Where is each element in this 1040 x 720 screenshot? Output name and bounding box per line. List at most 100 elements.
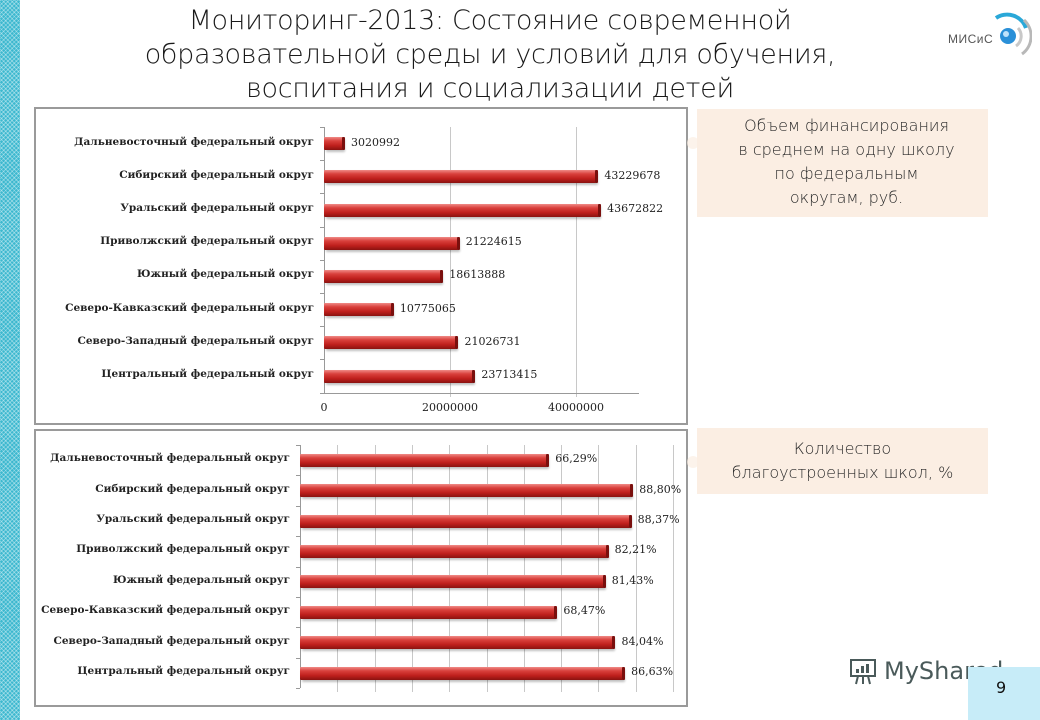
gridline — [486, 445, 488, 693]
category-label: Северо-Кавказский федеральный округ — [65, 301, 314, 314]
y-axis-line — [300, 445, 301, 689]
schools-chart: Дальневосточный федеральный округ 66,29% С… — [34, 429, 688, 707]
title-line-2: образовательной среды и условий для обуч… — [144, 39, 836, 70]
value-label: 43672822 — [607, 202, 664, 215]
y-axis-tick — [296, 597, 300, 598]
gridline — [576, 127, 577, 397]
value-label: 82,21% — [614, 543, 657, 557]
gridline — [561, 445, 563, 693]
value-label: 21026731 — [464, 334, 521, 348]
callout-line: благоустроенных школ, % — [731, 463, 954, 482]
value-label: 68,47% — [563, 604, 606, 618]
y-axis-tick — [296, 627, 300, 629]
title-line-3: воспитания и социализации детей — [246, 73, 734, 104]
x-tick-label: 40000000 — [548, 400, 604, 414]
category-label: Приволжский федеральный округ — [100, 235, 314, 248]
y-axis-tick — [320, 193, 324, 195]
data-bar — [324, 203, 602, 217]
gridline — [337, 445, 339, 693]
data-bar — [324, 336, 459, 350]
gridline — [523, 445, 525, 693]
category-label: Уральский федеральный округ — [96, 513, 290, 525]
data-bar — [324, 170, 599, 184]
category-label: Северо-Западный федеральный округ — [77, 334, 314, 347]
data-bar — [324, 369, 476, 383]
data-bar — [324, 269, 444, 283]
title-line-1: Мониторинг-2013: Состояние современной — [188, 5, 792, 36]
data-bar — [300, 666, 626, 680]
x-tick-label: 0 — [320, 400, 328, 414]
page-number: 9 — [996, 678, 1007, 697]
value-label: 86,63% — [631, 665, 674, 678]
data-bar — [300, 484, 634, 498]
gridline — [598, 445, 600, 693]
value-label: 10775065 — [399, 301, 456, 315]
y-axis-tick — [296, 445, 300, 446]
x-axis-line — [324, 392, 639, 394]
category-label: Уральский федеральный округ — [120, 202, 314, 214]
category-label: Центральный федеральный округ — [101, 368, 314, 380]
data-bar — [300, 605, 558, 619]
category-label: Сибирский федеральный округ — [119, 168, 314, 181]
data-bar — [300, 636, 616, 650]
data-bar — [324, 303, 394, 317]
callout-line: округам, руб. — [789, 188, 904, 207]
category-label: Центральный федеральный округ — [77, 665, 290, 677]
x-tick-label: 20000000 — [422, 400, 478, 414]
schools-callout: Количество благоустроенных школ, % — [687, 428, 988, 494]
callout-line: в среднем на одну школу — [738, 140, 955, 159]
callout-line: Объем финансирования — [744, 116, 949, 135]
value-label: 43229678 — [604, 168, 661, 182]
y-axis-tick — [296, 475, 300, 477]
value-label: 84,04% — [621, 634, 664, 648]
presentation-board-icon — [850, 659, 876, 685]
data-bar — [300, 514, 632, 528]
value-label: 66,29% — [555, 452, 598, 466]
value-label: 88,80% — [639, 482, 682, 496]
financing-chart: Дальневосточный федеральный округ 3020992… — [34, 107, 688, 425]
y-axis-tick — [296, 505, 300, 507]
y-axis-tick — [296, 657, 300, 659]
category-label: Приволжский федеральный округ — [76, 543, 290, 556]
category-label: Северо-Западный федеральный округ — [53, 634, 290, 647]
category-label: Дальневосточный федеральный округ — [74, 135, 314, 148]
y-axis-tick — [320, 160, 324, 162]
y-axis-line — [324, 127, 325, 393]
y-axis-tick — [320, 293, 324, 294]
logo-text: МИСиС — [948, 32, 994, 46]
data-bar — [324, 137, 346, 151]
category-label: Дальневосточный федеральный округ — [50, 452, 290, 465]
y-axis-tick — [320, 127, 324, 128]
y-axis-tick — [320, 259, 324, 261]
y-axis-tick — [320, 392, 324, 394]
data-bar — [300, 453, 550, 467]
gridline — [635, 445, 637, 693]
category-label: Южный федеральный округ — [136, 268, 314, 281]
y-axis-tick — [320, 326, 324, 328]
data-bar — [324, 236, 460, 250]
gridline — [411, 445, 413, 693]
data-bar — [300, 544, 609, 558]
callout-line: Количество — [793, 439, 892, 458]
category-label: Северо-Кавказский федеральный округ — [41, 604, 290, 617]
value-label: 21224615 — [465, 235, 522, 249]
y-axis-tick — [296, 536, 300, 538]
gridline — [450, 127, 451, 397]
y-axis-tick — [296, 688, 300, 690]
callout-line: по федеральным — [774, 164, 919, 183]
category-label: Южный федеральный округ — [112, 573, 290, 586]
value-label: 3020992 — [351, 135, 401, 149]
slide-title: Мониторинг-2013: Состояние современной о… — [60, 4, 920, 106]
decorative-side-stripe — [0, 0, 20, 720]
gridline — [673, 445, 674, 693]
y-axis-tick — [320, 226, 324, 228]
page-number-box — [968, 667, 1040, 720]
data-bar — [300, 575, 606, 589]
gridline — [449, 445, 451, 693]
logo-rings-icon — [994, 12, 1032, 56]
value-label: 88,37% — [637, 513, 680, 526]
value-label: 23713415 — [481, 368, 538, 381]
gridline — [374, 445, 376, 693]
misis-logo: МИСиС — [944, 6, 1034, 58]
y-axis-tick — [320, 359, 324, 361]
